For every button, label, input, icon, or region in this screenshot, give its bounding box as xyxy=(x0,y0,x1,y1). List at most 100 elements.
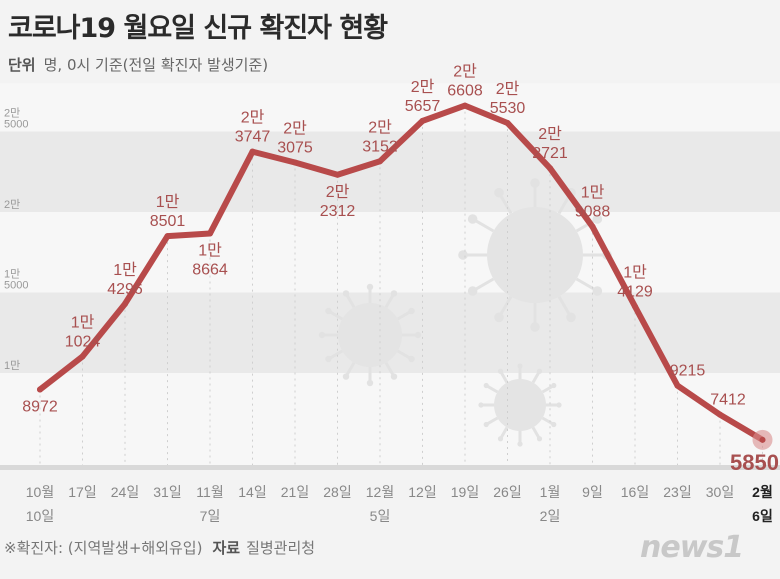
virus-spike xyxy=(498,295,513,317)
data-label: 6608 xyxy=(447,83,483,100)
x-tick-label: 5일 xyxy=(370,508,391,524)
virus-spike-tip xyxy=(592,286,603,296)
virus-spike-tip xyxy=(318,331,326,339)
x-tick-label: 10월 xyxy=(26,484,54,500)
data-point xyxy=(632,303,638,310)
x-tick-label: 30일 xyxy=(706,484,734,500)
virus-spike-tip xyxy=(551,421,557,428)
virus-spike xyxy=(384,294,395,309)
virus-spike-tip xyxy=(390,373,398,380)
y-tick-label: 5000 xyxy=(4,280,28,292)
data-label: 5657 xyxy=(405,98,441,115)
note-text: ※확진자: (지역발생+해외유입) xyxy=(4,539,203,557)
virus-spike-tip xyxy=(325,355,332,363)
data-label: 1만 xyxy=(113,261,137,279)
virus-spike xyxy=(473,277,495,292)
data-label: 2만 xyxy=(368,118,392,136)
virus-spike-tip xyxy=(478,402,484,408)
data-label: 9215 xyxy=(670,363,706,380)
x-tick-label: 17일 xyxy=(68,484,96,500)
data-label: 1만 xyxy=(156,193,180,211)
virus-spike xyxy=(557,295,572,317)
virus-spike-tip xyxy=(366,283,374,291)
data-label: 5850 xyxy=(730,450,779,475)
virus-spike-tip xyxy=(483,382,489,389)
virus-spike xyxy=(329,310,344,321)
data-point xyxy=(674,382,681,389)
virus-spike xyxy=(531,426,541,439)
data-point xyxy=(377,158,383,165)
data-label: 3075 xyxy=(277,139,313,156)
virus-spike-tip xyxy=(536,436,543,442)
virus-spike-tip xyxy=(408,307,415,315)
data-label: 1만 xyxy=(71,314,95,332)
virus-spike-tip xyxy=(536,368,543,374)
x-tick-label: 14일 xyxy=(238,484,266,500)
page-title: 코로나19 월요일 신규 확진자 현황 xyxy=(8,13,388,44)
virus-spike-tip xyxy=(592,214,603,224)
data-label: 2만 xyxy=(241,109,265,127)
virus-spike xyxy=(473,218,495,233)
x-tick-label: 31일 xyxy=(153,484,181,500)
virus-spike-tip xyxy=(414,331,422,339)
x-tick-label: 12월 xyxy=(366,484,394,500)
data-label: 4129 xyxy=(617,284,653,301)
data-point xyxy=(292,159,298,166)
data-point xyxy=(207,230,213,237)
x-tick-label: 7일 xyxy=(200,508,221,524)
x-tick-label: 2월 xyxy=(752,484,773,500)
x-axis-line xyxy=(0,465,780,470)
data-label: 1만 xyxy=(623,264,647,282)
x-tick-label: 12일 xyxy=(408,484,436,500)
virus-spike xyxy=(384,361,395,376)
data-point xyxy=(589,223,596,230)
virus-spike-tip xyxy=(408,355,415,363)
virus-spike xyxy=(329,349,344,360)
virus-spike xyxy=(531,371,541,384)
data-label: 1만 xyxy=(581,184,605,202)
data-label: 9088 xyxy=(575,204,611,221)
data-point xyxy=(504,119,511,126)
data-label: 4296 xyxy=(107,281,143,298)
x-tick-label: 1월 xyxy=(540,484,561,500)
virus-icon xyxy=(338,303,402,367)
virus-spike-tip xyxy=(497,436,504,442)
virus-spike-tip xyxy=(556,402,562,408)
data-point xyxy=(249,148,256,155)
band-20000-25000 xyxy=(0,131,780,212)
virus-spike-tip xyxy=(517,363,523,369)
x-tick-label: 6일 xyxy=(752,508,773,524)
virus-spike xyxy=(499,371,509,384)
virus-spike-tip xyxy=(366,379,374,387)
series-line xyxy=(37,102,766,443)
data-label: 1만 xyxy=(198,242,222,260)
data-label: 8501 xyxy=(150,213,186,230)
virus-spike xyxy=(498,193,513,215)
data-point xyxy=(717,411,723,418)
virus-spike-tip xyxy=(530,178,540,188)
y-tick-label: 5000 xyxy=(4,119,28,131)
source-text: 질병관리청 xyxy=(246,539,316,557)
data-label: 2만 xyxy=(411,78,435,96)
unit-label: 단위 xyxy=(8,56,36,74)
virus-spike-tip xyxy=(551,382,557,389)
data-point xyxy=(122,300,128,307)
x-tick-label: 21일 xyxy=(281,484,309,500)
virus-spike-tip xyxy=(494,187,504,198)
virus-spike-tip xyxy=(483,421,489,428)
virus-spike-tip xyxy=(566,312,576,323)
y-tick-label: 2만 xyxy=(4,198,20,211)
data-point xyxy=(419,117,426,124)
news1-logo: news1 xyxy=(640,530,744,565)
data-point xyxy=(547,165,553,172)
virus-spike-tip xyxy=(342,373,350,380)
data-label: 2만 xyxy=(283,119,307,137)
data-point xyxy=(334,171,341,178)
data-label: 1024 xyxy=(65,334,101,351)
unit-caption: 단위 명, 0시 기준(전일 확진자 발생기준) xyxy=(8,54,268,75)
x-tick-label: 23일 xyxy=(663,484,691,500)
data-label: 8972 xyxy=(22,399,58,416)
x-tick-label: 26일 xyxy=(493,484,521,500)
footnote: ※확진자: (지역발생+해외유입) 자료 질병관리청 xyxy=(4,537,315,558)
